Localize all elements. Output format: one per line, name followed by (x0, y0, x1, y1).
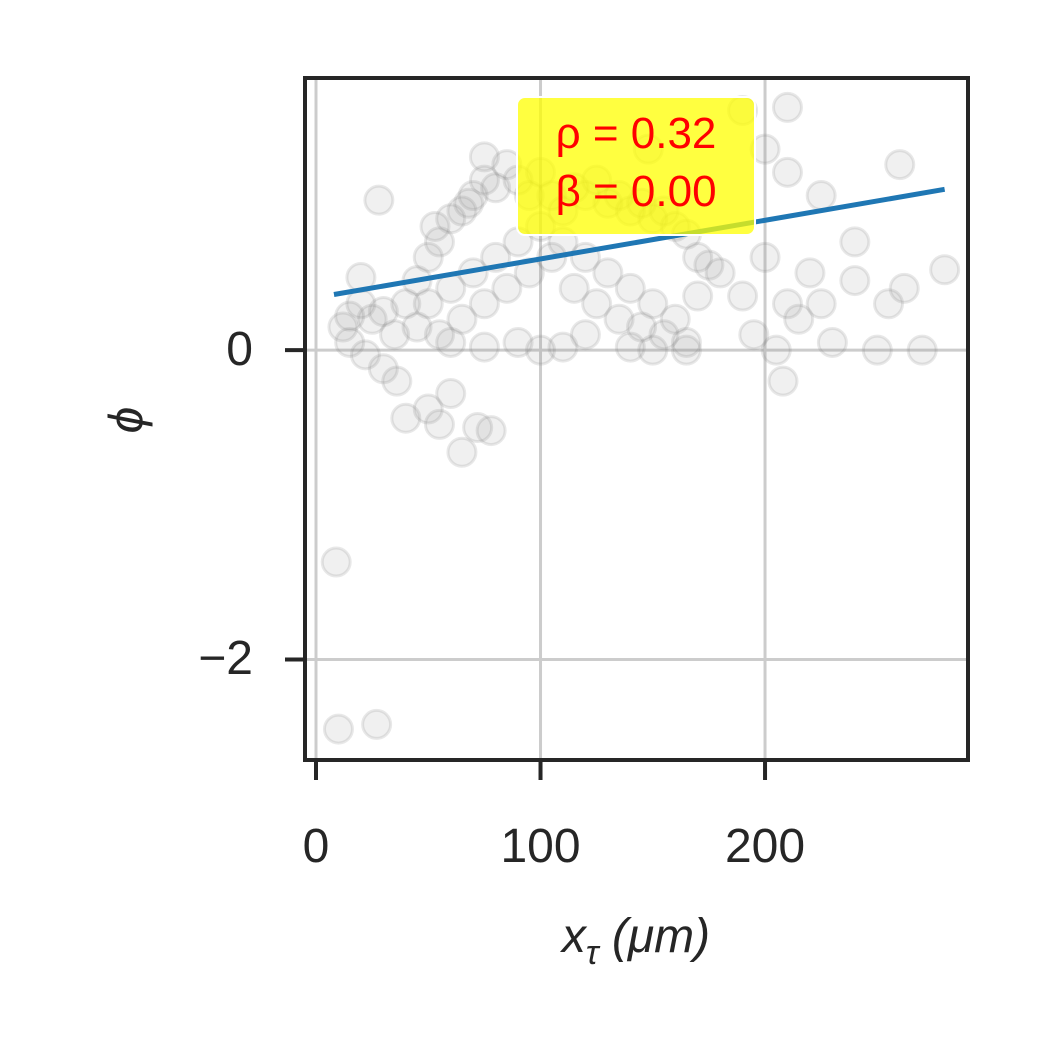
point (457, 180, 489, 212)
point (367, 353, 399, 385)
point (435, 377, 467, 409)
point (446, 195, 478, 227)
point (363, 184, 395, 216)
point (334, 326, 366, 358)
point (475, 415, 507, 447)
point (749, 241, 781, 273)
x-tick-label: 200 (725, 820, 805, 873)
annotation-text: ρ = 0.32 (556, 109, 717, 158)
point (502, 326, 534, 358)
fit-line (333, 186, 946, 297)
point (929, 254, 961, 286)
point (412, 288, 444, 320)
point (468, 164, 500, 196)
x-axis-label: xτ (μm) (560, 910, 710, 972)
x-tick-label: 0 (303, 820, 330, 873)
point (435, 326, 467, 358)
point (468, 331, 500, 363)
point (547, 331, 579, 363)
point (381, 365, 413, 397)
point (771, 288, 803, 320)
point (423, 408, 455, 440)
point (626, 311, 658, 343)
point (446, 436, 478, 468)
point (682, 280, 714, 312)
point (771, 91, 803, 123)
point (873, 288, 905, 320)
point (693, 249, 725, 281)
point (453, 187, 485, 219)
point (614, 331, 646, 363)
point (423, 319, 455, 351)
point (614, 272, 646, 304)
point (412, 393, 444, 425)
point (592, 257, 624, 289)
point (468, 288, 500, 320)
x-label-var: x (560, 910, 588, 963)
x-label-sub: τ (586, 934, 601, 972)
x-tick-label: 100 (500, 820, 580, 873)
point (361, 708, 393, 740)
point (884, 149, 916, 181)
point (569, 319, 601, 351)
point (390, 402, 422, 434)
point (491, 272, 523, 304)
point (816, 326, 848, 358)
point (760, 334, 792, 366)
point (423, 226, 455, 258)
annotation-box (516, 96, 756, 236)
point (419, 210, 451, 242)
point (805, 288, 837, 320)
y-axis-label: ϕ (101, 407, 154, 434)
point (861, 334, 893, 366)
point (558, 272, 590, 304)
point (888, 272, 920, 304)
point (682, 241, 714, 273)
y-tick-label: 0 (226, 323, 253, 376)
point (349, 339, 381, 371)
point (603, 303, 635, 335)
point (468, 141, 500, 173)
point (727, 280, 759, 312)
plot-frame (303, 76, 970, 762)
point (767, 365, 799, 397)
point (435, 203, 467, 235)
y-tick-label: −2 (198, 632, 253, 685)
point (412, 241, 444, 273)
point (637, 288, 669, 320)
point (648, 319, 680, 351)
point (738, 319, 770, 351)
point (805, 180, 837, 212)
point (670, 326, 702, 358)
point (525, 334, 557, 366)
point (322, 713, 354, 745)
point (906, 334, 938, 366)
point (446, 303, 478, 335)
point (783, 303, 815, 335)
point (320, 546, 352, 578)
point (327, 311, 359, 343)
point (839, 265, 871, 297)
point (704, 257, 736, 289)
point (581, 288, 613, 320)
point (401, 311, 433, 343)
point (659, 303, 691, 335)
point (637, 334, 669, 366)
point (670, 334, 702, 366)
x-label-unit: (μm) (599, 910, 711, 963)
point (390, 288, 422, 320)
annotation-text: β = 0.00 (555, 167, 716, 216)
point (480, 172, 512, 204)
point (839, 226, 871, 258)
point (334, 300, 366, 332)
point (794, 257, 826, 289)
point (379, 319, 411, 351)
point (462, 412, 494, 444)
point (771, 156, 803, 188)
point (367, 296, 399, 328)
point (356, 303, 388, 335)
